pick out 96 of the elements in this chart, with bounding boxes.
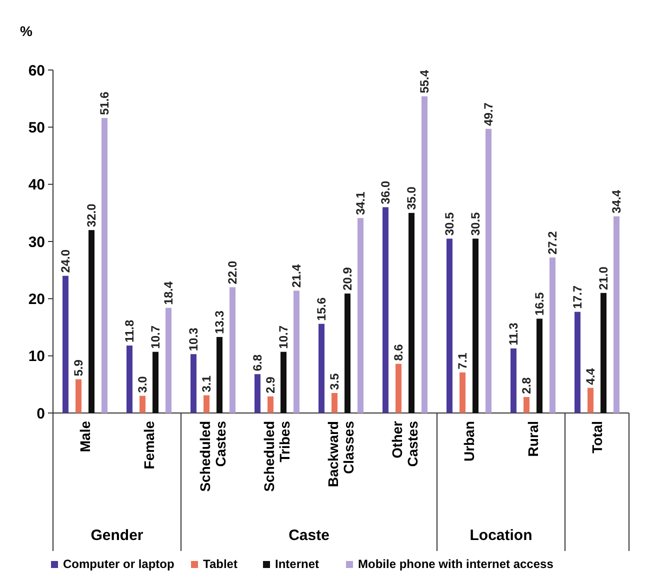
bar — [614, 216, 620, 413]
bar — [382, 207, 388, 413]
data-label: 18.4 — [162, 281, 176, 305]
legend-label: Mobile phone with internet access — [358, 557, 554, 571]
x-tick-label: Backward Classes — [325, 420, 357, 488]
bar — [88, 230, 94, 413]
bar — [190, 354, 196, 413]
bar — [76, 379, 82, 413]
y-tick-label: 60 — [28, 62, 45, 80]
legend-label: Computer or laptop — [63, 557, 174, 571]
bar — [344, 294, 350, 413]
data-label: 2.9 — [264, 376, 278, 394]
data-label: 10.7 — [276, 325, 290, 349]
data-label: 13.3 — [212, 310, 226, 334]
y-tick-label: 30 — [28, 234, 45, 251]
y-tick-label: 20 — [28, 290, 45, 308]
bar — [486, 128, 492, 413]
bar — [254, 374, 260, 413]
bar — [600, 292, 606, 413]
bar — [294, 290, 300, 413]
data-label: 3.0 — [136, 376, 150, 393]
data-label: 17.7 — [570, 285, 584, 309]
data-label: 6.8 — [250, 354, 264, 372]
data-label: 3.1 — [200, 375, 214, 392]
legend-label: Internet — [275, 557, 320, 571]
bar — [460, 372, 466, 413]
data-label: 49.7 — [482, 102, 496, 126]
bar — [62, 276, 68, 413]
y-tick-label: 10 — [28, 348, 45, 366]
bar — [588, 388, 594, 413]
x-tick-label: Urban — [460, 421, 477, 462]
data-label: 27.2 — [546, 230, 560, 255]
data-label: 32.0 — [84, 203, 98, 228]
data-label: 55.4 — [418, 70, 432, 94]
text: Caste — [288, 527, 330, 544]
y-tick-label: 0 — [36, 405, 45, 422]
bar — [332, 392, 338, 413]
x-tick-label: Other Castes — [389, 420, 421, 467]
bar — [472, 238, 478, 413]
legend-label: Tablet — [203, 557, 238, 571]
bar — [536, 318, 542, 413]
bar — [140, 396, 146, 413]
data-label: 36.0 — [378, 180, 392, 204]
data-label: 16.5 — [532, 292, 546, 316]
y-axis-title: % — [20, 23, 33, 39]
bar — [126, 346, 132, 413]
bar — [358, 218, 364, 413]
bar — [510, 348, 516, 413]
data-label: 8.6 — [392, 344, 406, 361]
x-tick-label: Female — [140, 420, 157, 470]
data-label: 5.9 — [72, 359, 86, 376]
data-label: 34.1 — [354, 191, 368, 216]
data-label: 51.6 — [98, 91, 112, 116]
x-tick-label: Male — [76, 420, 93, 452]
bar — [446, 238, 452, 413]
x-tick-label: Total — [588, 421, 605, 454]
data-label: 15.6 — [314, 297, 328, 321]
bar — [550, 258, 556, 413]
bar — [280, 352, 286, 413]
bar — [102, 118, 108, 413]
data-label: 2.8 — [520, 376, 534, 394]
data-label: 35.0 — [404, 186, 418, 210]
data-label: 24.0 — [58, 249, 72, 273]
bar — [574, 312, 580, 413]
text: Location — [470, 527, 532, 544]
bar — [166, 308, 172, 413]
bar — [216, 336, 222, 413]
data-label: 21.0 — [596, 266, 610, 290]
bar — [152, 352, 158, 413]
data-label: 10.7 — [148, 325, 162, 349]
data-label: 20.9 — [340, 266, 354, 291]
bar — [408, 212, 414, 413]
bar — [268, 396, 274, 413]
data-label: 11.3 — [506, 322, 520, 346]
data-label: 10.3 — [186, 327, 200, 352]
data-label: 22.0 — [226, 260, 240, 284]
bar — [230, 287, 236, 413]
data-label: 4.4 — [584, 368, 598, 385]
data-label: 11.8 — [122, 320, 136, 343]
y-tick-label: 40 — [28, 176, 45, 194]
bar — [396, 364, 402, 413]
x-tick-label: Rural — [524, 421, 541, 457]
x-tick-label: Scheduled Tribes — [261, 420, 293, 492]
data-label: 30.5 — [442, 212, 456, 236]
data-label: 30.5 — [468, 212, 482, 236]
x-tick-label: Scheduled Castes — [197, 420, 229, 492]
data-label: 34.4 — [610, 190, 624, 214]
bar — [524, 396, 530, 413]
bar — [318, 324, 324, 413]
bar — [204, 395, 210, 413]
bar — [422, 96, 428, 413]
data-label: 7.1 — [456, 352, 470, 370]
y-tick-label: 50 — [28, 119, 45, 136]
text: Gender — [90, 527, 144, 544]
data-label: 3.5 — [328, 372, 342, 390]
data-label: 21.4 — [290, 264, 304, 288]
